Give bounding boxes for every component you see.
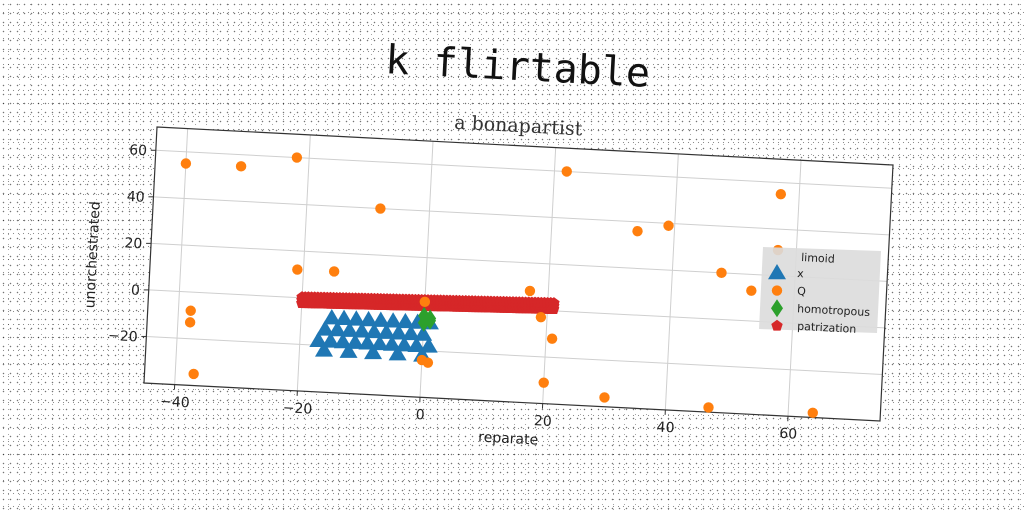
Q-point — [703, 402, 714, 413]
x-tick-label: 0 — [415, 407, 425, 423]
y-axis-label: unorchestrated — [82, 201, 104, 309]
Q-point — [328, 266, 340, 277]
legend-marker-patrization — [771, 319, 783, 331]
chart-subtitle: a bonapartist — [454, 112, 584, 141]
Q-point — [561, 166, 572, 177]
x-tick-label: 60 — [779, 426, 798, 443]
chart-title: k flirtable — [384, 37, 651, 97]
x-point — [377, 323, 396, 339]
legend-marker-homotropous — [771, 299, 783, 318]
x-point — [346, 333, 365, 349]
grid-line-x — [542, 147, 557, 404]
legend-marker-x — [768, 264, 786, 280]
grid-line-y — [153, 196, 890, 236]
Q-point — [188, 368, 199, 380]
x-point — [365, 322, 384, 339]
Q-point — [185, 305, 196, 316]
legend-entry-x: x — [797, 267, 805, 280]
legend-entry-patrization: patrization — [797, 320, 857, 336]
x-point — [309, 331, 328, 347]
legend-marker-Q — [771, 285, 783, 296]
x-point — [347, 310, 366, 326]
x-point — [358, 334, 377, 350]
x-point — [322, 309, 341, 325]
x-point — [414, 325, 433, 341]
x-tick-label: 20 — [534, 413, 553, 430]
x-point — [333, 332, 352, 349]
y-tick-label: 0 — [131, 282, 141, 298]
Q-point — [235, 161, 247, 172]
x-tick-label: −40 — [160, 394, 190, 412]
Q-point — [632, 225, 643, 237]
Q-point — [184, 317, 196, 328]
Q-point — [746, 285, 757, 296]
plot-frame — [143, 126, 894, 422]
x-point — [316, 320, 335, 336]
Q-point — [807, 407, 818, 419]
Q-point — [716, 267, 727, 279]
x-point — [419, 337, 438, 353]
grid-line-x — [174, 128, 189, 385]
x-point — [364, 343, 383, 360]
y-tick-label: −20 — [108, 328, 138, 346]
y-tick-label: 20 — [124, 235, 143, 252]
Q-point — [419, 296, 431, 308]
x-point — [389, 324, 408, 340]
Q-point — [535, 311, 547, 323]
x-point — [384, 312, 403, 328]
homotropous-point — [417, 313, 430, 332]
legend-entry-homotropous: homotropous — [797, 302, 871, 319]
x-point — [335, 309, 354, 325]
x-point — [401, 324, 420, 341]
x-tick-label: −20 — [282, 400, 312, 418]
grid-line-x — [664, 153, 679, 410]
Q-point — [775, 189, 787, 200]
Q-point — [180, 158, 192, 169]
x-point — [371, 311, 390, 327]
y-tick-label: 60 — [129, 142, 148, 159]
Q-point — [375, 203, 386, 214]
Q-point — [291, 152, 303, 163]
grid-line-y — [146, 335, 883, 375]
Q-point — [524, 285, 536, 297]
x-point — [388, 345, 407, 361]
x-point — [314, 341, 333, 357]
x-point — [407, 336, 426, 353]
y-tick-label: 40 — [126, 189, 145, 206]
Q-point — [546, 333, 558, 344]
x-point — [339, 342, 358, 358]
plot-area: −40 −20 0 20 40 60 −20 0 20 40 60 — [108, 126, 894, 443]
Q-point — [292, 264, 303, 275]
patrization-point — [548, 297, 560, 308]
x-point — [395, 336, 414, 352]
x-point — [321, 332, 340, 348]
legend-title: limoid — [801, 251, 835, 266]
x-tick-label: 40 — [656, 419, 675, 436]
Q-point — [663, 220, 674, 231]
x-point — [359, 310, 378, 327]
legend-entry-Q: Q — [797, 285, 807, 298]
x-point — [340, 321, 359, 337]
legend-box — [759, 247, 881, 333]
x-point — [370, 334, 389, 351]
grid-line-y — [155, 149, 892, 189]
x-point — [352, 322, 371, 338]
x-axis-label: reparate — [478, 429, 539, 448]
x-point — [396, 312, 415, 329]
Q-point — [538, 377, 549, 388]
x-point — [382, 335, 401, 351]
x-point — [328, 320, 347, 337]
Q-point — [422, 357, 434, 368]
grid-line-x — [296, 134, 311, 391]
Q-point — [599, 392, 610, 403]
